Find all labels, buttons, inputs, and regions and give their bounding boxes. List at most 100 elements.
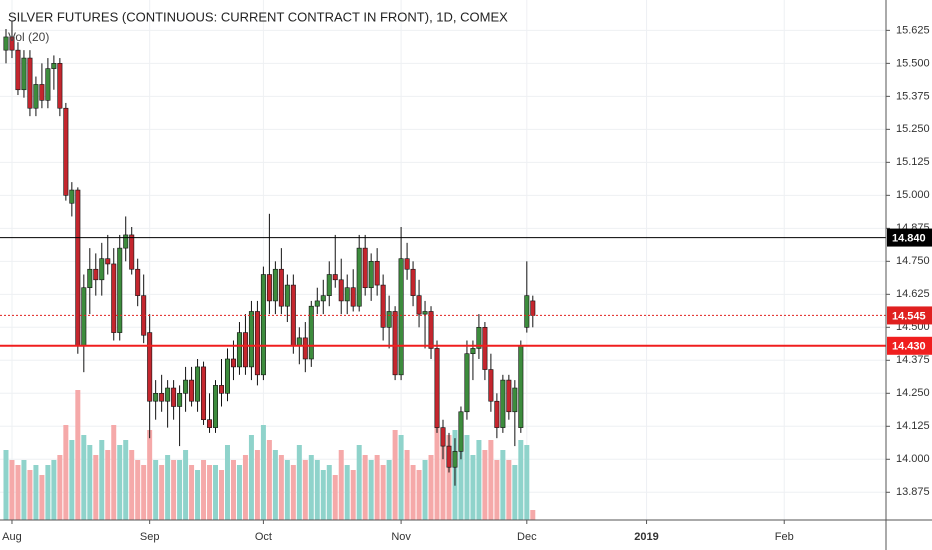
candle-body bbox=[308, 305, 314, 360]
candle-body bbox=[153, 392, 159, 402]
volume-bar bbox=[356, 445, 362, 520]
candle-body bbox=[422, 311, 428, 315]
volume-bar bbox=[392, 430, 398, 520]
volume-bar bbox=[15, 465, 21, 520]
volume-bar bbox=[63, 425, 69, 520]
candle-body bbox=[236, 332, 242, 368]
level-label: 14.545 bbox=[892, 310, 926, 322]
volume-bar bbox=[105, 450, 111, 520]
volume-bar bbox=[135, 460, 141, 520]
candle-body bbox=[33, 84, 39, 109]
candle-body bbox=[518, 345, 524, 428]
plot bbox=[0, 0, 886, 520]
candle-body bbox=[99, 258, 105, 281]
candle-body bbox=[506, 379, 512, 413]
chart-title: SILVER FUTURES (CONTINUOUS: CURRENT CONT… bbox=[8, 9, 508, 24]
candle-body bbox=[171, 387, 177, 407]
volume-bar bbox=[482, 450, 488, 520]
volume-bar bbox=[320, 470, 326, 520]
volume-bar bbox=[338, 450, 344, 520]
level-label: 14.840 bbox=[892, 232, 926, 244]
candle-body bbox=[177, 392, 183, 407]
x-tick-label: Dec bbox=[517, 531, 537, 543]
volume-bar bbox=[362, 455, 368, 520]
candle-body bbox=[338, 279, 344, 302]
y-tick-label: 14.125 bbox=[896, 420, 930, 432]
candle-body bbox=[404, 258, 410, 270]
candle-body bbox=[320, 295, 326, 302]
volume-bar bbox=[213, 465, 219, 520]
candle-body bbox=[189, 379, 195, 402]
y-tick-label: 15.125 bbox=[896, 156, 930, 168]
candle-body bbox=[410, 268, 416, 296]
volume-bar bbox=[416, 470, 422, 520]
candle-body bbox=[123, 234, 129, 249]
x-tick-label: Sep bbox=[140, 531, 160, 543]
volume-bar bbox=[272, 450, 278, 520]
volume-bar bbox=[123, 440, 129, 520]
volume-bar bbox=[284, 460, 290, 520]
candle-body bbox=[350, 287, 356, 307]
volume-bar bbox=[464, 435, 470, 520]
volume-bar bbox=[470, 455, 476, 520]
y-tick-label: 13.875 bbox=[896, 486, 930, 498]
y-tick-label: 14.625 bbox=[896, 288, 930, 300]
y-tick-label: 15.625 bbox=[896, 24, 930, 36]
x-tick-label: Nov bbox=[391, 531, 411, 543]
volume-bar bbox=[530, 510, 536, 520]
candle-body bbox=[165, 387, 171, 402]
candle-body bbox=[9, 36, 15, 51]
volume-bar bbox=[254, 450, 260, 520]
candle-body bbox=[45, 68, 51, 101]
level-box bbox=[887, 306, 932, 325]
volume-bar bbox=[27, 470, 33, 520]
volume-bar bbox=[488, 440, 494, 520]
candle-body bbox=[458, 411, 464, 452]
level-label: 14.430 bbox=[892, 341, 926, 353]
candle-body bbox=[21, 57, 27, 91]
candle-body bbox=[488, 369, 494, 402]
candle-body bbox=[230, 358, 236, 368]
y-tick-label: 15.000 bbox=[896, 189, 930, 201]
candle-body bbox=[326, 274, 332, 296]
candle-body bbox=[183, 379, 189, 394]
candle-body bbox=[117, 247, 123, 333]
candle-body bbox=[344, 287, 350, 302]
candle-body bbox=[392, 311, 398, 376]
candle-body bbox=[207, 419, 213, 428]
y-tick-label: 14.000 bbox=[896, 453, 930, 465]
x-tick-label: 2019 bbox=[634, 531, 658, 543]
volume-bar bbox=[332, 475, 338, 520]
candle-body bbox=[57, 63, 63, 109]
y-tick-label: 14.750 bbox=[896, 255, 930, 267]
candle-body bbox=[362, 247, 368, 289]
volume-bar bbox=[278, 455, 284, 520]
volume-bar bbox=[33, 465, 39, 520]
volume-bar bbox=[183, 450, 189, 520]
candle-body bbox=[147, 332, 153, 402]
volume-bar bbox=[147, 430, 153, 520]
candle-body bbox=[386, 311, 392, 328]
volume-bar bbox=[296, 445, 302, 520]
volume-bar bbox=[326, 465, 332, 520]
volume-bar bbox=[290, 465, 296, 520]
volume-bar bbox=[506, 460, 512, 520]
level-box bbox=[887, 336, 932, 355]
volume-bar bbox=[45, 465, 51, 520]
candle-body bbox=[356, 247, 362, 307]
candle-body bbox=[272, 268, 278, 302]
volume-bar bbox=[314, 460, 320, 520]
volume-bar bbox=[302, 460, 308, 520]
volume-bar bbox=[380, 465, 386, 520]
candle-body bbox=[3, 36, 9, 51]
candle-body bbox=[195, 366, 201, 402]
level-box bbox=[887, 228, 932, 247]
candle-body bbox=[374, 261, 380, 286]
candle-body bbox=[63, 107, 69, 196]
volume-bar bbox=[129, 450, 135, 520]
volume-bar bbox=[260, 425, 266, 520]
candle-body bbox=[302, 337, 308, 360]
candle-body bbox=[470, 348, 476, 355]
volume-bar bbox=[512, 465, 518, 520]
volume-bar bbox=[177, 460, 183, 520]
